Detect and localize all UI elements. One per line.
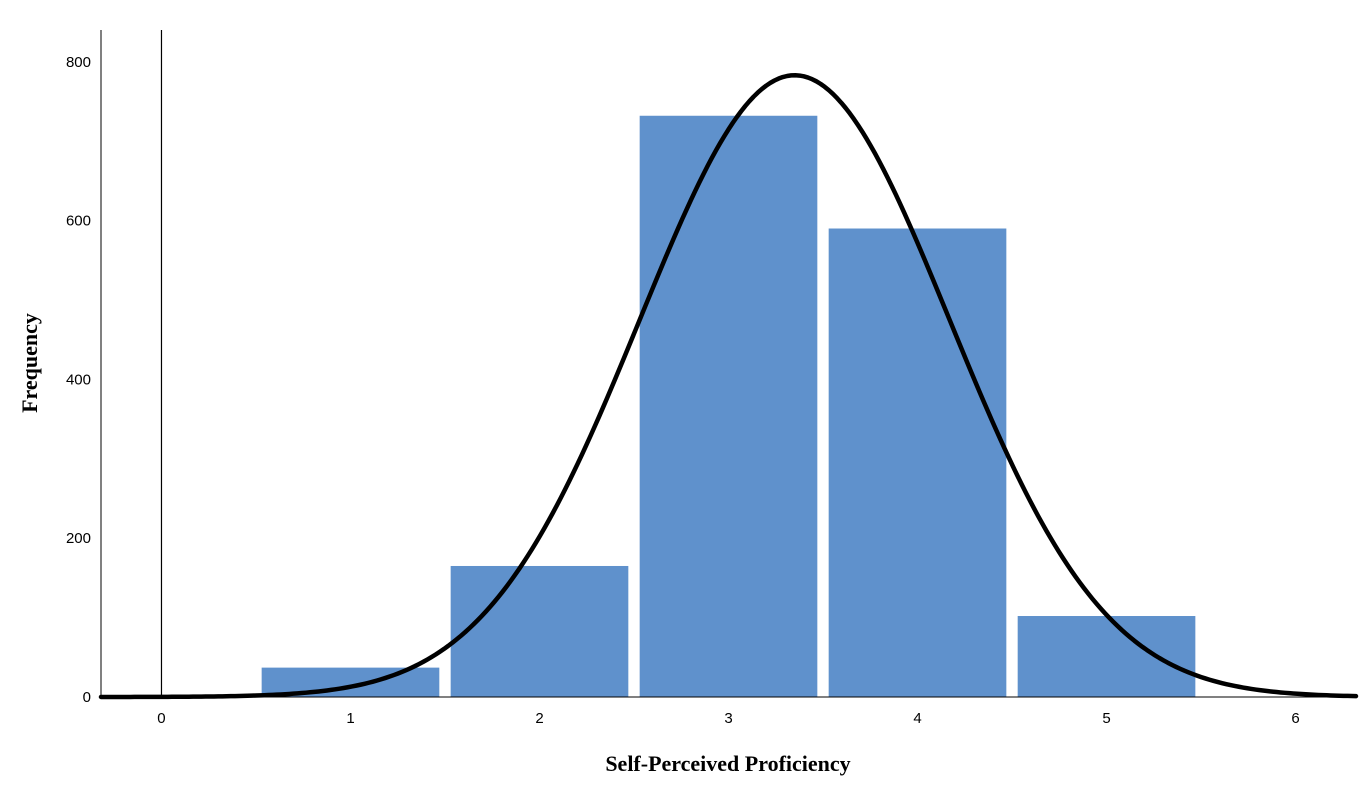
bar-5: [1017, 616, 1196, 697]
x-tick-label: 5: [1102, 710, 1110, 727]
bars-group: [261, 115, 1196, 697]
x-tick-label: 4: [913, 710, 921, 727]
x-tick-label: 0: [157, 710, 165, 727]
x-axis-title: Self-Perceived Proficiency: [605, 751, 850, 776]
y-tick-label: 200: [66, 530, 91, 547]
y-tick-label: 600: [66, 213, 91, 230]
y-tick-label: 800: [66, 54, 91, 71]
normal-distribution-curve: [98, 73, 1359, 700]
y-tick-labels: 0 200 400 600 800: [66, 54, 91, 706]
y-tick-label: 400: [66, 371, 91, 388]
x-tick-label: 3: [724, 710, 732, 727]
bar-4: [828, 228, 1007, 697]
y-axis-title: Frequency: [17, 313, 42, 413]
x-tick-labels: 0 1 2 3 4 5 6: [157, 710, 1299, 727]
bar-3: [639, 115, 818, 697]
x-tick-label: 6: [1291, 710, 1299, 727]
x-tick-label: 2: [535, 710, 543, 727]
y-tick-label: 0: [83, 689, 91, 706]
x-tick-label: 1: [346, 710, 354, 727]
bar-2: [450, 565, 629, 697]
